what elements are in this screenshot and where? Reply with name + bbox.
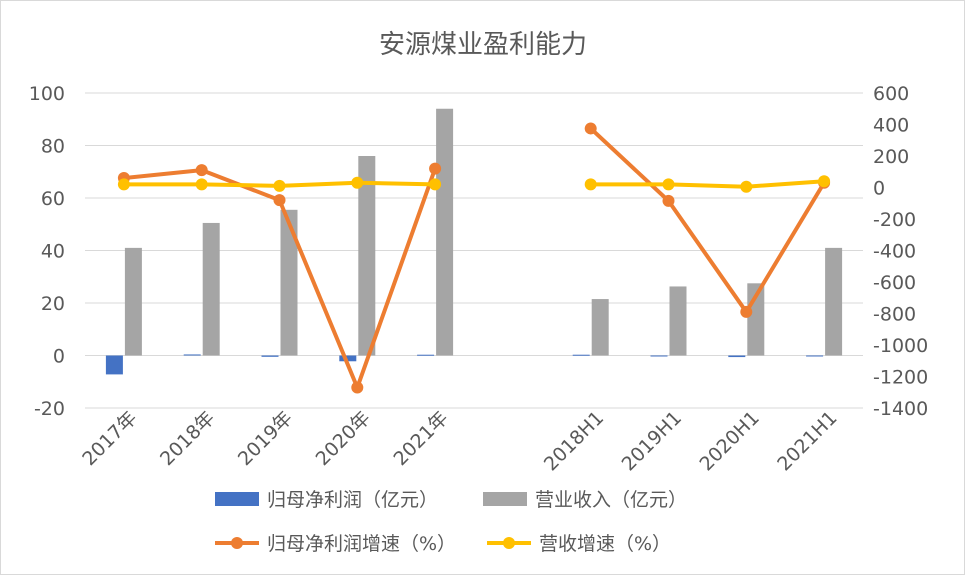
data-point [584, 178, 597, 191]
y-right-tick-label: -400 [873, 241, 916, 263]
bar [339, 355, 357, 362]
gridlines [85, 92, 863, 409]
bar [436, 108, 454, 356]
legend: 归母净利润（亿元） 营业收入（亿元） 归母净利润增速（%） 营收增速（%） [215, 489, 687, 555]
y-right-tick-label: -1400 [873, 398, 928, 420]
legend-marker [503, 537, 515, 549]
y-right-tick-label: 600 [873, 83, 909, 105]
y-left-tick-label: 0 [53, 346, 65, 368]
legend-label: 归母净利润（亿元） [267, 489, 438, 511]
bar [572, 354, 590, 356]
x-tick-label: 2019H1 [618, 407, 686, 475]
chart-title: 安源煤业盈利能力 [379, 30, 587, 60]
bar [728, 355, 746, 358]
data-point [740, 180, 753, 193]
x-tick-label: 2021年 [389, 407, 452, 470]
y-left-tick-label: 100 [29, 83, 65, 105]
series-line [590, 179, 825, 189]
y-right-tick-label: 0 [873, 178, 885, 200]
bar [261, 355, 279, 357]
bar [280, 209, 298, 356]
y-right-tick-label: -1200 [873, 367, 928, 389]
data-point [273, 179, 286, 192]
y-right-tick-label: 400 [873, 115, 909, 137]
bar-layer [105, 108, 843, 375]
bar [105, 355, 123, 375]
data-point [740, 305, 753, 318]
y-right-tick-label: 200 [873, 146, 909, 168]
y-right-tick-label: -800 [873, 304, 916, 326]
data-point [195, 178, 208, 191]
x-tick-label: 2017年 [78, 407, 141, 470]
y-right-tick-label: -1000 [873, 335, 928, 357]
y-right-tick-label: -600 [873, 272, 916, 294]
bar [417, 354, 435, 356]
x-tick-label: 2020年 [312, 407, 375, 470]
data-point [662, 178, 675, 191]
data-point [351, 381, 364, 394]
x-tick-label: 2018年 [156, 407, 219, 470]
data-point [117, 178, 130, 191]
y-left-tick-label: -20 [34, 398, 65, 420]
legend-label: 营收增速（%） [539, 533, 671, 555]
data-point [429, 178, 442, 191]
data-point [662, 194, 675, 207]
y-left-tick-label: 40 [41, 241, 65, 263]
bar [669, 286, 687, 356]
x-tick-label: 2021H1 [773, 407, 841, 475]
legend-marker [231, 537, 243, 549]
bar [591, 299, 609, 356]
y-right-tick-label: -200 [873, 209, 916, 231]
data-point [195, 164, 208, 177]
y-left-tick-label: 20 [41, 293, 65, 315]
legend-swatch [483, 492, 527, 506]
y-left-tick-label: 60 [41, 188, 65, 210]
bar [806, 355, 824, 357]
bar [358, 156, 376, 356]
data-point [273, 194, 286, 207]
data-point [584, 122, 597, 135]
legend-swatch [215, 492, 259, 506]
axis-labels: -20020406080100-1400-1200-1000-800-600-4… [29, 83, 928, 475]
bar [650, 355, 668, 357]
x-tick-label: 2019年 [234, 407, 297, 470]
data-point [818, 175, 831, 188]
bar [202, 222, 220, 356]
bar [183, 354, 201, 356]
bar [825, 247, 843, 356]
line-layer [117, 122, 831, 394]
series-line [589, 126, 826, 314]
data-point [351, 176, 364, 189]
legend-label: 归母净利润增速（%） [267, 533, 456, 555]
x-tick-label: 2020H1 [695, 407, 763, 475]
x-tick-label: 2018H1 [540, 407, 608, 475]
legend-label: 营业收入（亿元） [535, 489, 687, 511]
data-point [429, 162, 442, 175]
bar [124, 247, 142, 356]
y-left-tick-label: 80 [41, 136, 65, 158]
